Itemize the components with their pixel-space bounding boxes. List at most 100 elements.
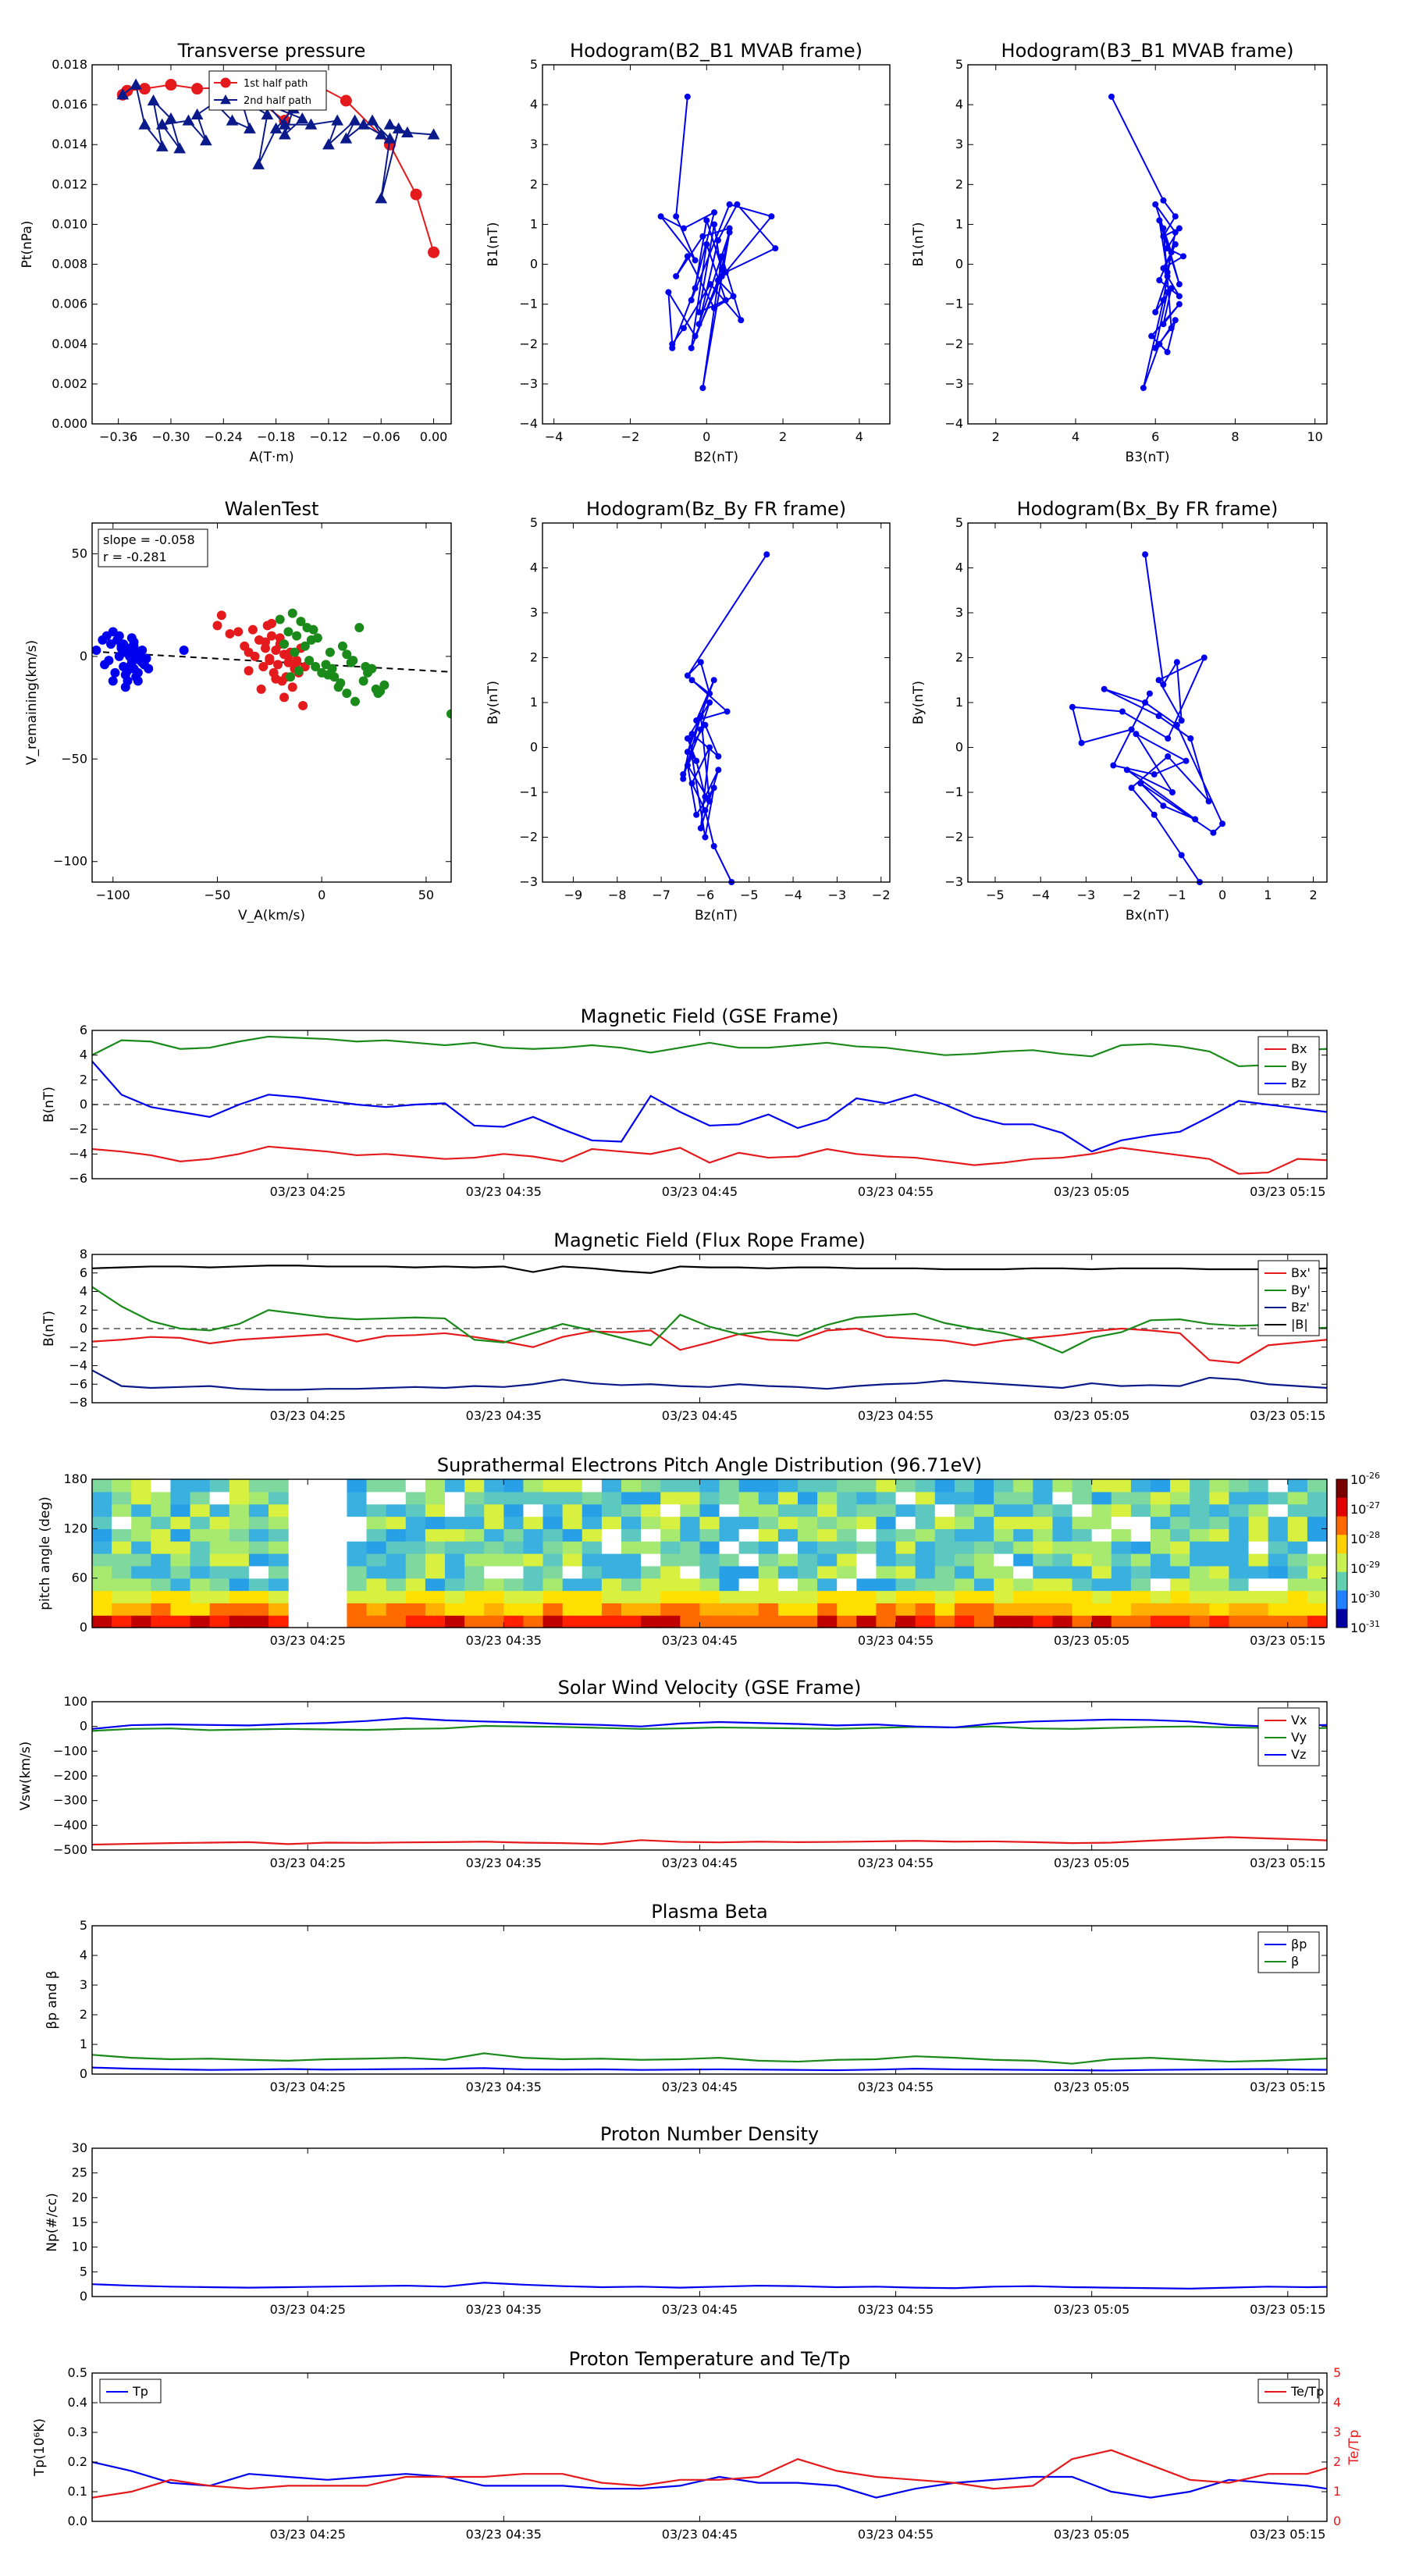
heatmap-cell [641,1541,661,1554]
heatmap-cell [1190,1479,1210,1493]
heatmap-cell [92,1528,112,1542]
data-point [684,672,691,679]
y-axis-label: Pt(nPa) [20,221,35,269]
heatmap-cell [1033,1565,1054,1579]
heatmap-cell [269,1578,289,1592]
heatmap-cell [582,1615,603,1628]
heatmap-cell [1033,1578,1054,1592]
legend-label: Bx' [1291,1265,1311,1280]
data-point [126,633,137,643]
x-tick-label: −0.24 [205,429,243,444]
heatmap-cell [190,1516,211,1529]
y-tick-label: 0 [80,1321,87,1336]
heatmap-cell [915,1553,936,1567]
y-tick-label: 0.012 [52,176,87,191]
heatmap-cell [895,1528,916,1542]
heatmap-cell [994,1541,1014,1554]
data-point [1165,753,1172,760]
y-tick-label: 20 [72,2190,87,2204]
series-line [1111,96,1186,389]
heatmap-cell [131,1578,151,1592]
y-tick-label: 2 [80,2007,87,2022]
time-tick-label: 03/23 05:15 [1250,2080,1325,2094]
y-tick-label: −400 [53,1817,87,1832]
heatmap-cell [876,1590,897,1603]
y-tick-label: 6 [80,1265,87,1280]
heatmap-cell [699,1615,720,1628]
heatmap-cell [719,1528,740,1542]
data-point [680,225,687,232]
data-point [1173,659,1180,666]
data-point [718,253,725,260]
heatmap-cell [131,1528,151,1542]
heatmap-cell [1111,1479,1132,1493]
heatmap-cell [1229,1516,1250,1529]
data-point [772,245,779,252]
heatmap-cell [503,1603,525,1616]
heatmap-cell [523,1590,544,1603]
heatmap-cell [229,1541,250,1554]
heatmap-cell [758,1615,779,1628]
data-point [336,678,346,688]
data-point [179,645,189,655]
data-point [340,94,352,107]
heatmap-cell [777,1553,799,1567]
heatmap-cell [445,1491,465,1505]
heatmap-cell [562,1503,583,1517]
chart-title: Hodogram(Bx_By FR frame) [1017,498,1279,520]
data-point [711,221,718,228]
heatmap-cell [621,1565,642,1579]
data-point [337,641,347,651]
heatmap-cell [798,1528,818,1542]
data-point [348,114,361,126]
data-point [304,656,315,666]
heatmap-cell [190,1491,211,1505]
heatmap-cell [151,1590,172,1603]
time-tick-label: 03/23 04:35 [466,2527,542,2542]
data-point [410,188,422,201]
heatmap-cell [1111,1603,1132,1616]
data-point [715,767,722,774]
heatmap-cell [1072,1590,1093,1603]
data-point [190,108,204,119]
heatmap-cell [738,1541,759,1554]
time-tick-label: 03/23 04:25 [270,1633,346,1648]
heatmap-cell [170,1541,191,1554]
series-line-Bx [92,1145,1327,1175]
data-point [258,662,269,671]
heatmap-cell [895,1590,916,1603]
chart-title: WalenTest [225,498,319,520]
y-tick-label: 0.014 [52,137,87,151]
x-tick-label: −4 [784,888,802,902]
heatmap-cell [542,1578,564,1592]
heatmap-cell [876,1491,897,1505]
heatmap-cell [1209,1565,1230,1579]
heatmap-cell [1072,1603,1093,1616]
data-point [680,771,687,777]
y-tick-label: 2 [80,1072,87,1087]
heatmap-cell [484,1553,504,1567]
heatmap-cell [738,1528,759,1542]
heatmap-cell [1013,1516,1033,1529]
heatmap-cell [464,1553,485,1567]
heatmap-cell [660,1578,681,1592]
x-tick-label: −100 [96,888,130,902]
heatmap-cell [1287,1516,1308,1529]
heatmap-cell [934,1565,955,1579]
y-tick-label: 0.008 [52,257,87,272]
time-tick-label: 03/23 04:55 [858,1633,934,1648]
plot-frame [542,64,891,425]
heatmap-cell [1229,1565,1250,1579]
data-point [710,785,717,792]
data-point [287,682,297,692]
heatmap-cell [856,1590,877,1603]
data-point [1152,308,1159,315]
data-point [669,344,676,351]
heatmap-cell [170,1516,191,1529]
heatmap-cell [1248,1516,1269,1529]
y-tick-label: 0.018 [52,57,87,72]
data-point [1176,301,1183,308]
y-axis-label: B1(nT) [911,222,927,267]
data-point [1110,762,1117,769]
